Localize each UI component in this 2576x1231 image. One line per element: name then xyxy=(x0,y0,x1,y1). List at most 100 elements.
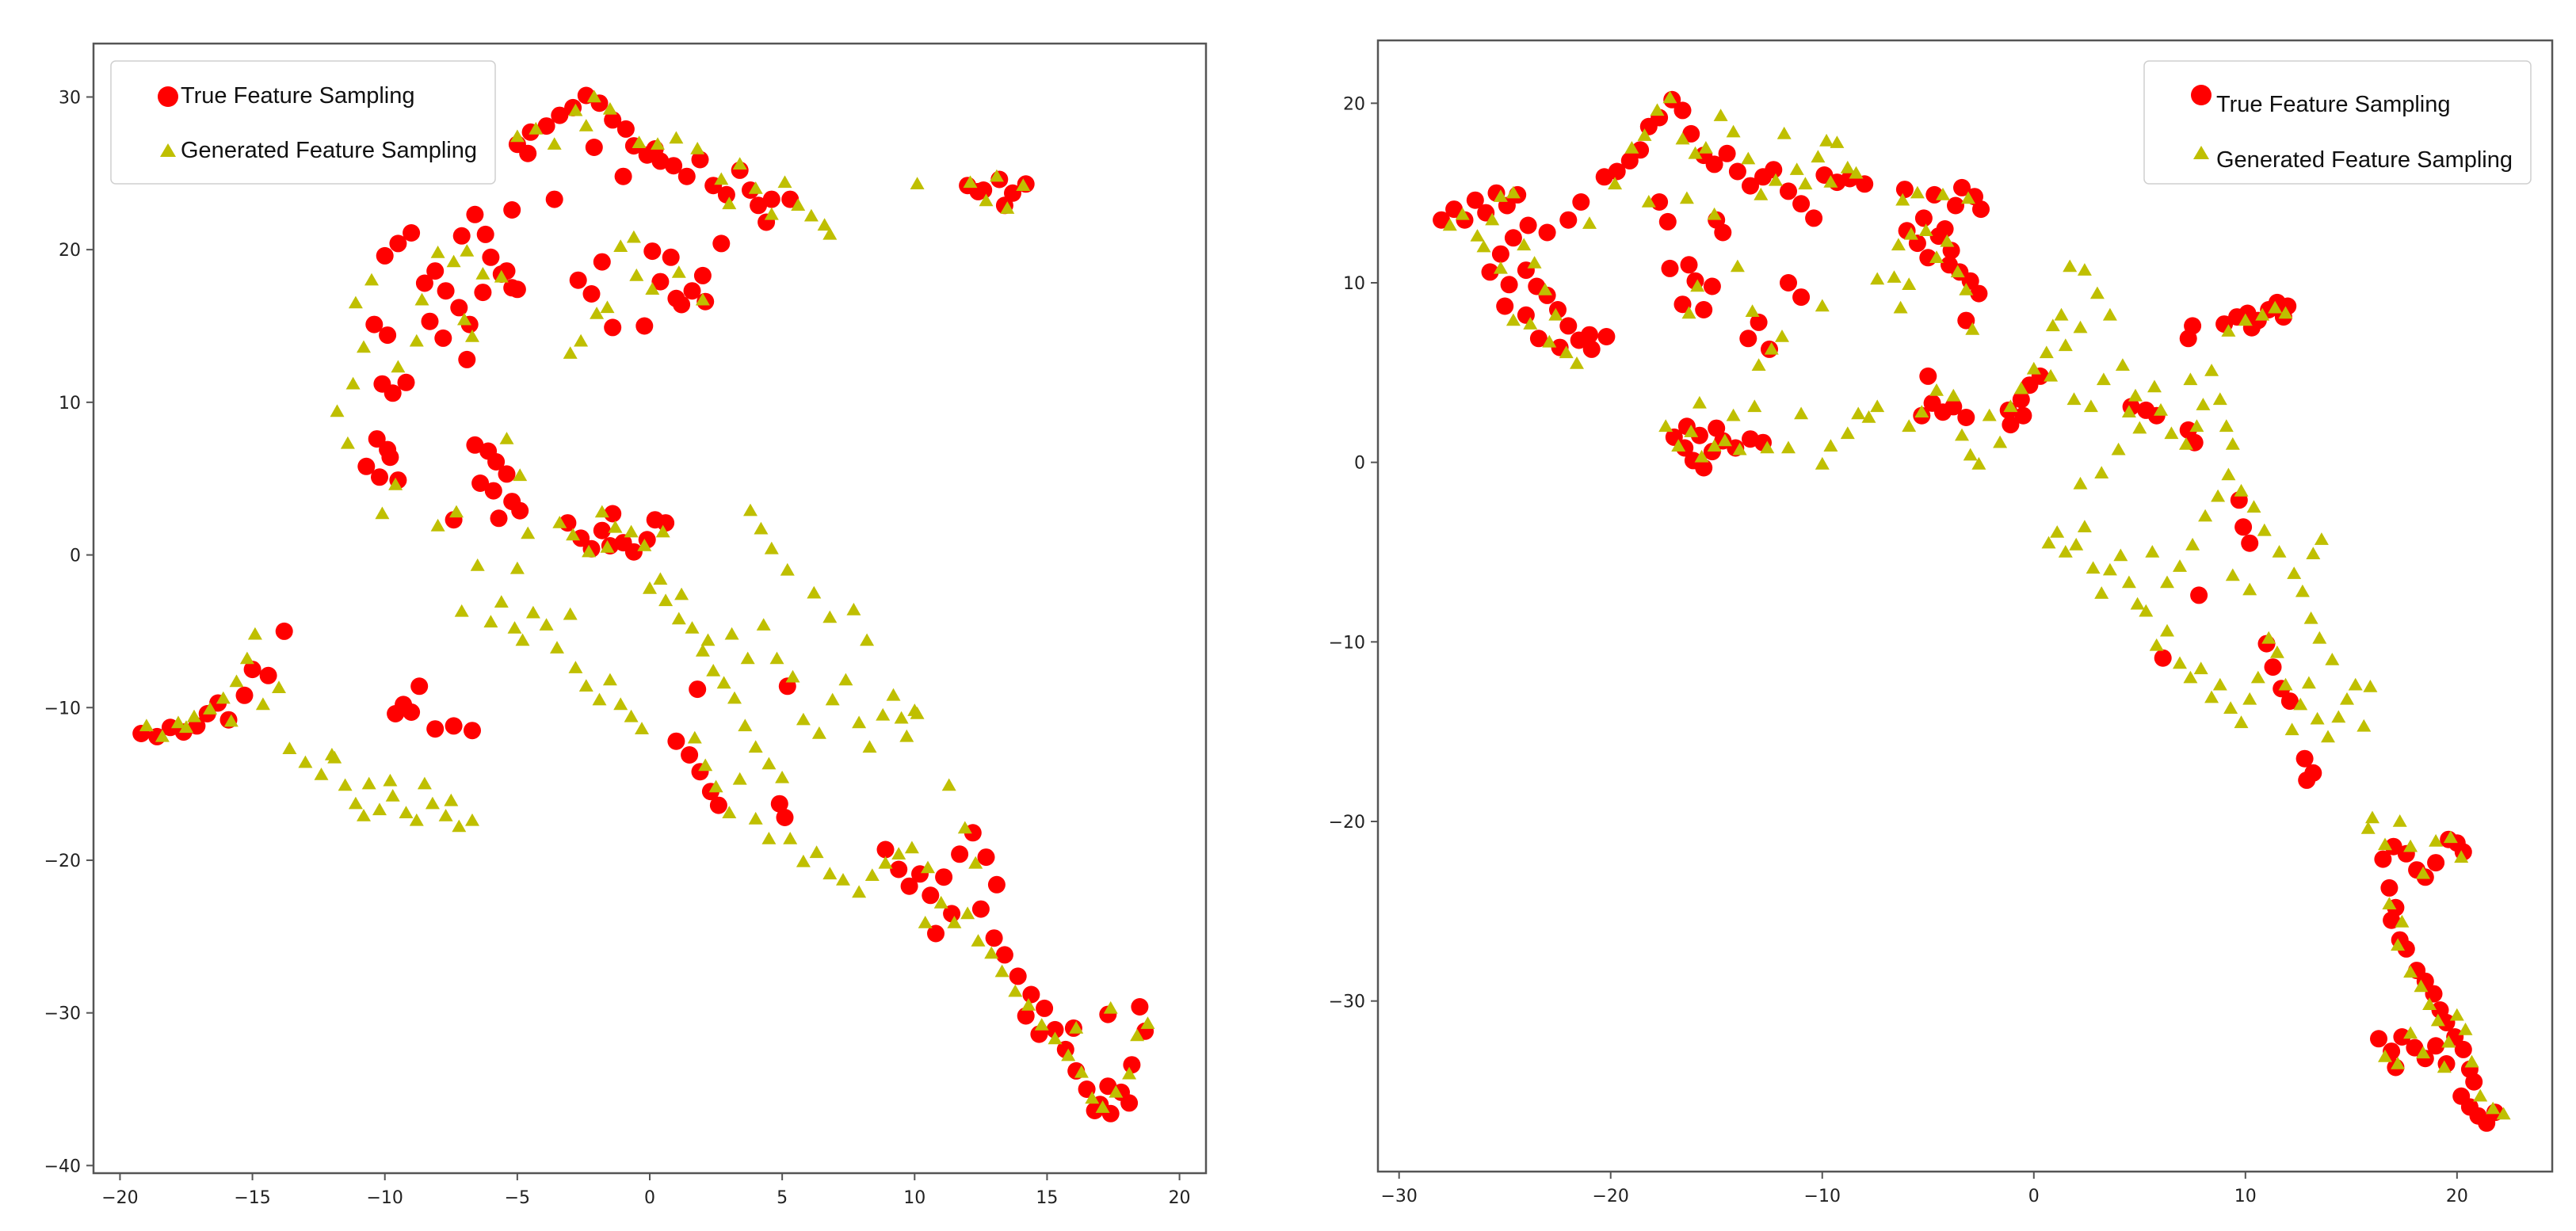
left-generated-point xyxy=(600,539,615,553)
right-generated-point xyxy=(1815,456,1830,470)
right-generated-point xyxy=(2348,677,2363,691)
right-true-point xyxy=(1608,162,1626,181)
right-generated-point xyxy=(2193,661,2208,675)
left-generated-point xyxy=(613,697,628,711)
right-true-point xyxy=(1914,209,1933,227)
right-generated-point xyxy=(1902,419,1917,433)
left-generated-point xyxy=(862,740,877,753)
left-x-tick-label: −5 xyxy=(505,1188,530,1208)
right-generated-point xyxy=(2225,568,2240,581)
left-generated-point xyxy=(690,142,705,154)
left-generated-point xyxy=(438,809,453,821)
left-true-point xyxy=(1022,985,1040,1004)
left-generated-point xyxy=(698,758,713,772)
left-generated-point xyxy=(383,773,398,787)
left-generated-point xyxy=(629,268,644,281)
right-generated-point xyxy=(1764,341,1779,355)
right-generated-point xyxy=(2443,830,2458,844)
left-true-point xyxy=(585,139,603,156)
left-generated-point xyxy=(425,796,440,810)
right-true-point xyxy=(2383,911,2401,929)
right-generated-point xyxy=(2454,850,2469,863)
right-true-point xyxy=(2012,391,2030,409)
left-generated-point xyxy=(388,477,403,490)
left-generated-point xyxy=(822,610,838,623)
left-true-point xyxy=(614,167,632,185)
left-true-point xyxy=(484,482,502,500)
right-generated-point xyxy=(1870,272,1885,285)
left-y-tick-label: −30 xyxy=(44,1004,81,1024)
right-generated-point xyxy=(1726,124,1741,138)
left-generated-point xyxy=(748,740,763,753)
left-generated-point xyxy=(658,593,674,607)
left-generated-point xyxy=(860,633,875,646)
right-true-point xyxy=(1481,263,1499,281)
left-true-point xyxy=(900,877,918,895)
left-generated-point xyxy=(247,627,262,640)
left-true-point xyxy=(616,120,635,138)
right-generated-point xyxy=(2183,372,2198,386)
left-generated-point xyxy=(971,934,986,947)
right-generated-point xyxy=(2261,631,2276,644)
left-generated-point xyxy=(521,526,536,539)
right-true-point xyxy=(2264,658,2282,676)
right-generated-point xyxy=(1548,307,1563,321)
left-generated-point xyxy=(963,175,978,189)
right-true-point xyxy=(1742,177,1759,195)
left-generated-point xyxy=(645,282,660,295)
left-true-point xyxy=(665,157,683,175)
left-true-point xyxy=(508,280,526,299)
right-generated-point xyxy=(2234,483,2249,497)
left-generated-point xyxy=(507,621,522,634)
left-true-point xyxy=(876,840,895,859)
left-true-point xyxy=(624,543,643,561)
left-true-point xyxy=(519,144,537,162)
left-true-point xyxy=(434,329,452,347)
right-true-point xyxy=(1919,367,1937,385)
left-generated-point xyxy=(430,518,445,532)
left-true-point xyxy=(890,860,908,878)
right-true-point xyxy=(2427,854,2445,872)
right-true-point xyxy=(1953,178,1971,196)
right-generated-point xyxy=(2149,638,2164,651)
right-generated-point xyxy=(1823,175,1838,188)
right-generated-point xyxy=(1523,317,1538,330)
left-generated-point xyxy=(465,330,479,342)
right-generated-point xyxy=(2069,537,2084,551)
left-true-point xyxy=(781,190,800,208)
right-generated-point xyxy=(1694,449,1709,463)
right-generated-point xyxy=(1946,388,1961,402)
right-true-point xyxy=(1559,211,1578,229)
left-generated-point xyxy=(1034,1018,1049,1031)
right-true-point xyxy=(1500,276,1518,294)
left-generated-point xyxy=(933,895,948,909)
right-generated-point xyxy=(1776,126,1792,139)
right-true-point xyxy=(1631,141,1650,159)
left-true-point xyxy=(593,253,611,271)
right-generated-point xyxy=(2077,520,2092,532)
left-generated-point xyxy=(187,709,201,722)
right-true-point xyxy=(1739,330,1757,348)
right-generated-point xyxy=(1823,439,1838,452)
right-generated-point xyxy=(1658,419,1673,433)
right-generated-point xyxy=(2325,653,2340,665)
left-generated-point xyxy=(452,819,467,833)
left-legend-label-generated: Generated Feature Sampling xyxy=(181,138,477,163)
left-true-point xyxy=(368,430,386,448)
right-y-tick-label: 0 xyxy=(1354,454,1365,474)
left-generated-point xyxy=(340,436,355,449)
right-y-tick-label: −10 xyxy=(1329,633,1365,653)
left-true-point xyxy=(466,205,484,223)
left-generated-point xyxy=(743,503,758,516)
left-generated-point xyxy=(796,854,811,867)
right-true-point xyxy=(1690,426,1708,444)
left-true-point xyxy=(717,185,735,204)
right-generated-point xyxy=(2246,500,2261,513)
right-generated-point xyxy=(1819,133,1834,147)
left-generated-point xyxy=(984,946,999,959)
left-generated-point xyxy=(960,906,975,920)
right-generated-point xyxy=(2395,914,2410,928)
right-generated-point xyxy=(1955,428,1969,441)
left-generated-point xyxy=(632,135,647,148)
right-generated-point xyxy=(1789,162,1804,175)
